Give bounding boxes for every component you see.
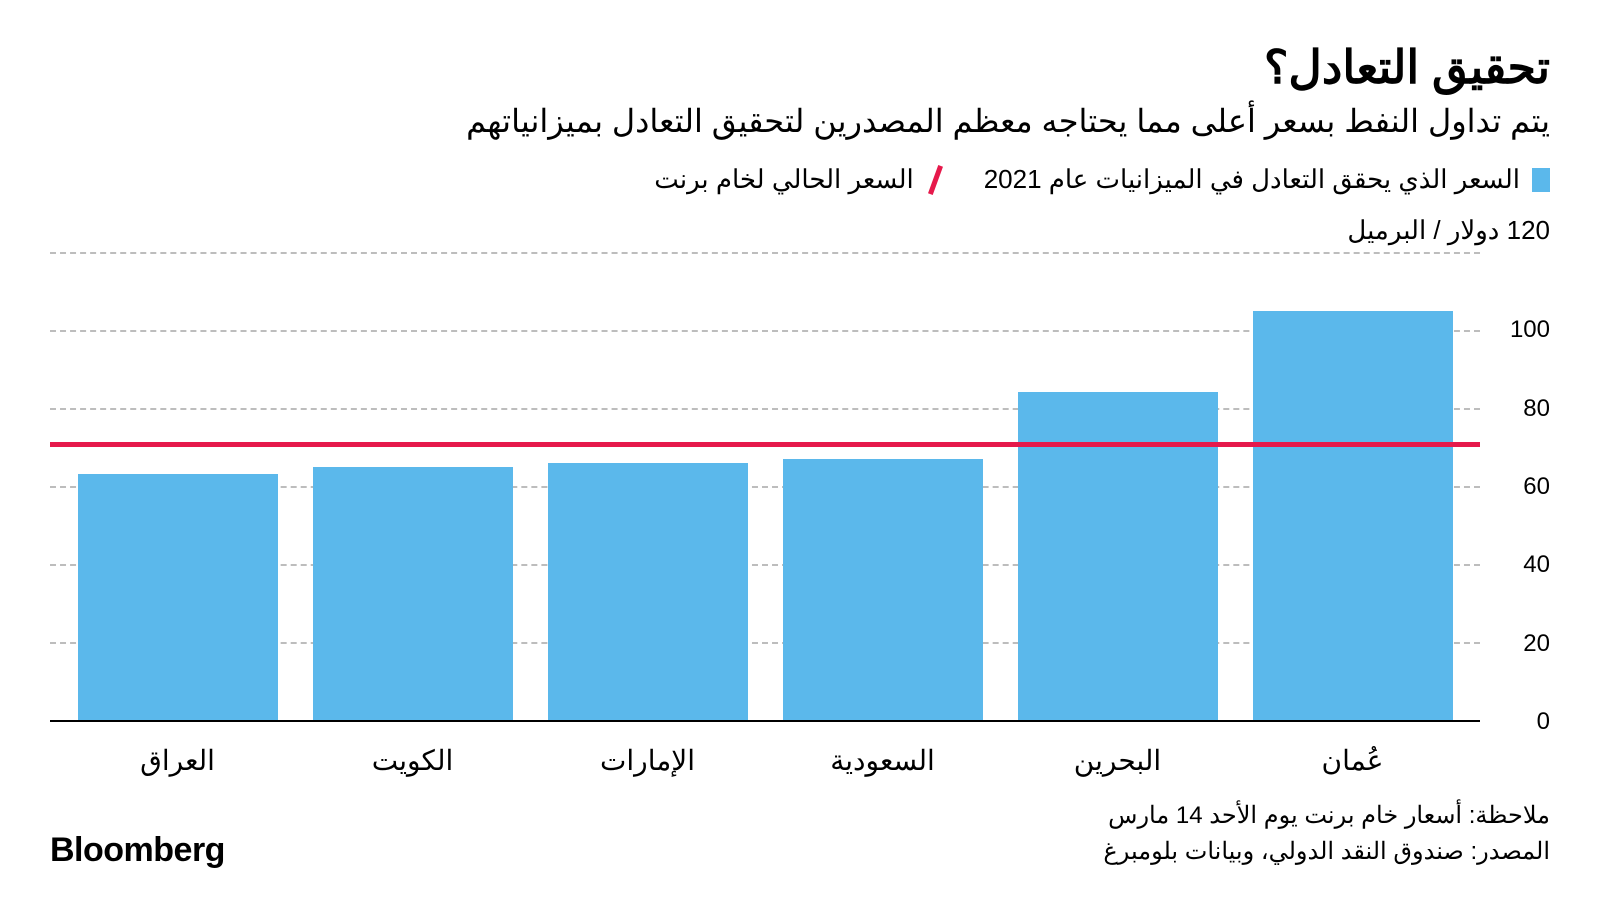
legend-line-item: السعر الحالي لخام برنت — [654, 164, 943, 195]
legend-line-label: السعر الحالي لخام برنت — [654, 164, 913, 195]
y-axis-unit: 120 دولار / البرميل — [50, 215, 1550, 246]
bar — [313, 467, 513, 721]
legend-bar-label: السعر الذي يحقق التعادل في الميزانيات عا… — [984, 164, 1520, 195]
footer-notes: ملاحظة: أسعار خام برنت يوم الأحد 14 مارس… — [1103, 798, 1550, 870]
legend-bar-swatch — [1532, 168, 1550, 192]
y-tick-label: 80 — [1490, 395, 1550, 423]
footer-source: المصدر: صندوق النقد الدولي، وبيانات بلوم… — [1103, 834, 1550, 870]
x-tick-label: عُمان — [1253, 744, 1453, 777]
bloomberg-logo: Bloomberg — [50, 831, 225, 870]
y-tick-label: 40 — [1490, 551, 1550, 579]
y-tick-label: 0 — [1490, 708, 1550, 736]
bar — [783, 459, 983, 720]
legend-bar-item: السعر الذي يحقق التعادل في الميزانيات عا… — [984, 164, 1550, 195]
plot-area — [50, 252, 1480, 722]
x-axis-labels: عُمان البحرين السعودية الإمارات الكويت العراق — [50, 744, 1480, 777]
legend: السعر الذي يحقق التعادل في الميزانيات عا… — [50, 164, 1550, 195]
bar — [78, 474, 278, 720]
x-tick-label: البحرين — [1018, 744, 1218, 777]
y-tick-label: 20 — [1490, 630, 1550, 658]
reference-line — [50, 442, 1480, 447]
x-tick-label: السعودية — [783, 744, 983, 777]
x-tick-label: العراق — [78, 744, 278, 777]
bar — [1253, 311, 1453, 721]
y-axis: 020406080100 — [1490, 252, 1550, 722]
legend-line-swatch — [926, 166, 944, 194]
chart-title: تحقيق التعادل؟ — [50, 40, 1550, 94]
chart-subtitle: يتم تداول النفط بسعر أعلى مما يحتاجه معظ… — [50, 102, 1550, 140]
footer-note: ملاحظة: أسعار خام برنت يوم الأحد 14 مارس — [1103, 798, 1550, 834]
bars-container — [50, 252, 1480, 720]
chart-area: 020406080100 — [50, 252, 1550, 722]
y-tick-label: 100 — [1490, 316, 1550, 344]
y-tick-label: 60 — [1490, 473, 1550, 501]
footer: ملاحظة: أسعار خام برنت يوم الأحد 14 مارس… — [50, 798, 1550, 870]
x-tick-label: الكويت — [313, 744, 513, 777]
bar — [548, 463, 748, 720]
x-tick-label: الإمارات — [548, 744, 748, 777]
